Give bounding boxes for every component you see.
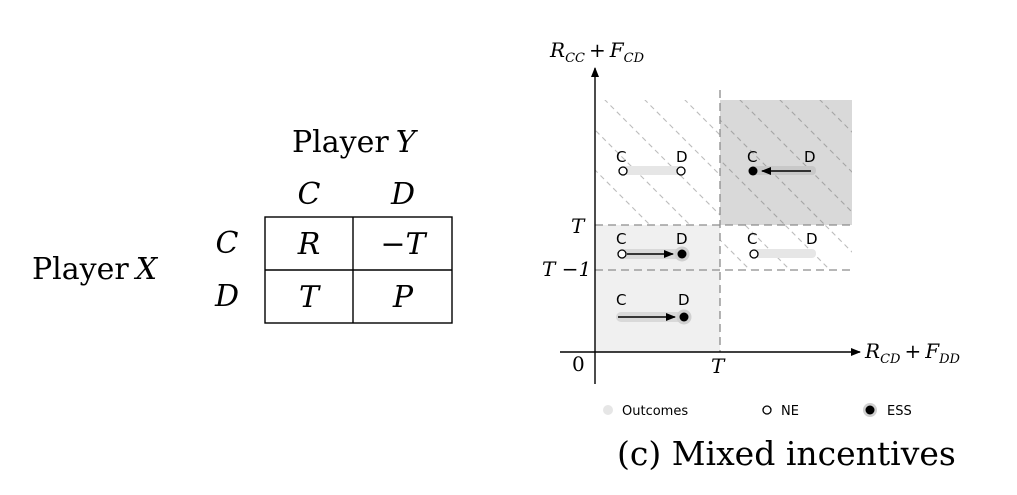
row-header-c: C	[216, 226, 239, 261]
cell-cc: R	[297, 227, 321, 262]
region-middle-right-outcome: C D	[747, 230, 818, 259]
column-header-c: C	[298, 177, 321, 212]
column-header-d: D	[390, 177, 415, 212]
label-c: C	[747, 148, 757, 166]
y-tick-t: T	[571, 214, 586, 238]
label-d: D	[678, 291, 690, 309]
region-bottom-left-shaded	[595, 225, 720, 352]
ne-marker	[618, 166, 628, 176]
legend: Outcomes NE ESS	[603, 403, 912, 419]
region-top-left-outcome: C D	[616, 148, 688, 176]
label-c: C	[747, 230, 757, 248]
legend-ess-marker	[865, 405, 875, 415]
label-d: D	[804, 148, 816, 166]
ess-marker	[677, 249, 687, 259]
incentive-diagram: RCC + FCD RCD + FDD 0 T T T −1 C D C D C D	[542, 38, 961, 384]
outcome-bar	[750, 249, 816, 258]
cell-cd: −T	[380, 227, 427, 262]
label-d: D	[806, 230, 818, 248]
ess-marker	[679, 312, 689, 322]
label-d: D	[676, 230, 688, 248]
legend-ess-label: ESS	[887, 404, 912, 419]
x-tick-t: T	[711, 354, 726, 378]
label-c: C	[616, 291, 626, 309]
x-axis-label: RCD + FDD	[864, 339, 961, 367]
ess-marker	[748, 166, 758, 176]
row-player-title: Player X	[32, 252, 159, 287]
label-d: D	[676, 148, 688, 166]
legend-ne-label: NE	[781, 404, 799, 419]
hatch-top-right	[720, 100, 852, 225]
legend-ne-marker	[762, 405, 772, 415]
region-top-right-shaded	[720, 100, 852, 225]
hatch-top-left	[595, 100, 720, 225]
region-bottom-left-outcome: C D	[616, 291, 692, 325]
figure-caption: (c) Mixed incentives	[617, 434, 956, 473]
ne-marker	[676, 166, 686, 176]
cell-dd: P	[392, 280, 414, 315]
legend-outcomes-label: Outcomes	[622, 404, 688, 419]
y-axis-label: RCC + FCD	[549, 38, 645, 66]
row-header-d: D	[214, 279, 239, 314]
label-c: C	[616, 148, 626, 166]
label-c: C	[616, 230, 626, 248]
legend-outcome-swatch	[603, 405, 613, 415]
y-tick-t-minus-1: T −1	[542, 257, 591, 281]
outcome-bar	[620, 166, 682, 175]
cell-dc: T	[299, 280, 321, 315]
payoff-matrix: Player Y C D Player X C D R −T T P	[32, 125, 453, 324]
ne-marker	[617, 249, 627, 259]
origin-label: 0	[572, 352, 585, 376]
column-player-title: Player Y	[292, 125, 419, 160]
region-middle-left-outcome: C D	[616, 230, 690, 262]
ne-marker	[749, 249, 759, 259]
region-top-right-outcome: C D	[747, 148, 816, 176]
